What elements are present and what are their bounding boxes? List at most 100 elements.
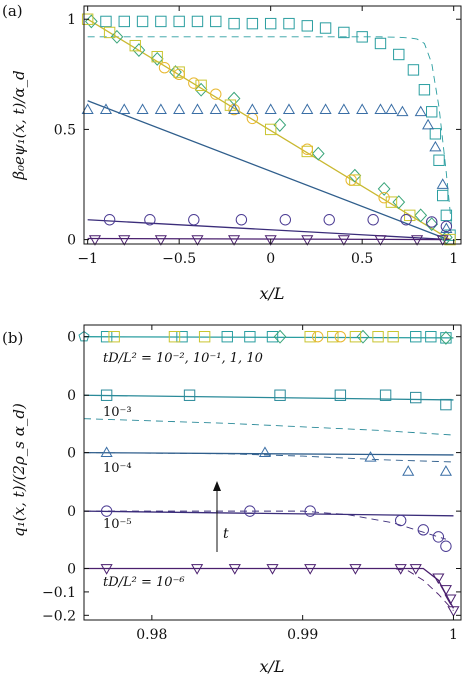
series-line: [83, 336, 454, 339]
panel-a-ylabel: β₀eψ₁(x, t)/α_d: [10, 70, 28, 180]
data-point-square: [118, 15, 130, 28]
data-point-triangle-up: [99, 103, 113, 114]
annotation-1e-5: 10⁻⁵: [103, 517, 132, 532]
data-point-square: [168, 331, 181, 343]
x-tick-label: 0.5: [351, 251, 373, 267]
y-tick-label: 0.5: [54, 122, 76, 138]
data-point-circle: [244, 505, 256, 517]
data-point-square: [356, 31, 368, 43]
panel-b-ylabel: q₁(x, t)/(2ρ_s α_d): [10, 403, 28, 537]
y-tick-label: 0: [67, 446, 76, 462]
data-point-triangle-down: [409, 564, 422, 575]
data-point-circle: [394, 514, 407, 527]
data-point-triangle-down: [394, 564, 407, 575]
data-point-square: [100, 15, 112, 28]
data-point-square: [319, 22, 332, 34]
data-point-diamond: [414, 208, 428, 223]
data-point-square: [151, 50, 163, 63]
data-point-square: [198, 331, 211, 343]
data-point-square: [103, 26, 116, 39]
data-point-triangle-up: [264, 103, 277, 114]
data-point-square: [136, 15, 149, 28]
data-point-triangle-up: [258, 446, 272, 457]
data-point-diamond: [132, 43, 146, 58]
data-point-square: [210, 15, 222, 28]
data-point-triangle-up: [385, 103, 398, 114]
data-point-triangle-up: [154, 103, 167, 114]
data-point-square: [426, 106, 438, 118]
data-point-square: [81, 13, 94, 25]
data-point-triangle-down: [432, 573, 445, 585]
data-point-circle: [400, 214, 412, 226]
data-point-square: [301, 20, 313, 32]
data-point-diamond: [311, 146, 325, 161]
data-point-triangle-down: [349, 564, 362, 575]
series-line: [84, 568, 454, 611]
data-point-diamond: [377, 181, 391, 196]
data-point-circle: [301, 143, 313, 155]
data-point-square: [173, 15, 185, 28]
data-point-square: [266, 331, 279, 343]
data-point-triangle-down: [191, 564, 204, 575]
data-point-square: [374, 37, 387, 50]
data-point-square: [440, 398, 452, 411]
data-point-square: [379, 389, 392, 401]
annotation-time-t: t: [223, 526, 229, 542]
y-tick-label: 0: [67, 388, 76, 404]
data-point-circle: [210, 88, 222, 100]
x-tick-label: −0.5: [162, 251, 196, 267]
data-point-diamond: [194, 82, 208, 97]
data-point-diamond: [439, 330, 453, 345]
data-point-square: [418, 84, 431, 96]
annotation-1e-3: 10⁻³: [103, 405, 132, 420]
data-point-square: [425, 331, 437, 343]
data-point-triangle-down: [154, 235, 167, 246]
data-point-circle: [235, 214, 248, 226]
data-point-triangle-up: [228, 103, 241, 114]
y-tick-label: 0: [67, 504, 76, 520]
data-point-triangle-up: [173, 103, 186, 114]
data-point-diamond: [273, 329, 287, 344]
y-tick-label: 1: [67, 12, 76, 28]
data-point-circle: [440, 540, 452, 552]
panel-a-plot: −1 −0.5 0 0.5 1 0 0.5 1: [54, 6, 461, 267]
y-tick-label: 0: [67, 233, 76, 249]
data-point-triangle-up: [319, 103, 332, 114]
data-point-circle: [173, 68, 185, 81]
panel-a-frame: [83, 5, 462, 245]
data-point-circle: [158, 62, 171, 74]
panel-b-label: (b): [2, 329, 23, 347]
data-point-circle: [100, 505, 113, 517]
series-line: [83, 510, 454, 517]
data-point-diamond: [348, 168, 362, 183]
y-tick-label: −0.1: [42, 585, 76, 601]
annotation-1e-4: 10⁻⁴: [103, 461, 132, 476]
data-point-square: [372, 331, 384, 343]
data-point-triangle-down: [100, 564, 113, 575]
y-tick-label: −0.2: [42, 608, 76, 624]
data-point-triangle-down: [374, 235, 387, 246]
data-point-square: [349, 331, 362, 343]
data-point-square: [221, 331, 233, 343]
data-point-triangle-down: [444, 594, 457, 606]
data-point-square: [433, 154, 445, 166]
data-point-square: [338, 26, 350, 39]
data-point-triangle-down: [301, 235, 314, 246]
data-point-square: [264, 17, 277, 30]
data-point-triangle-up: [374, 103, 387, 114]
data-point-triangle-up: [421, 118, 435, 130]
annotation-tdl2-top: tD/L² = 10⁻², 10⁻¹, 1, 10: [103, 351, 263, 366]
data-point-triangle-down: [337, 235, 350, 246]
y-tick-label: 0: [67, 330, 76, 346]
data-point-square: [410, 331, 422, 343]
data-point-square: [228, 17, 240, 30]
data-point-square: [283, 17, 295, 30]
data-point-diamond: [425, 217, 439, 232]
data-point-triangle-down: [228, 564, 241, 575]
series-line: [83, 394, 454, 401]
data-point-square: [404, 209, 416, 222]
data-point-square: [155, 15, 167, 28]
data-point-square: [246, 17, 259, 30]
x-tick-label: 0: [266, 251, 275, 267]
